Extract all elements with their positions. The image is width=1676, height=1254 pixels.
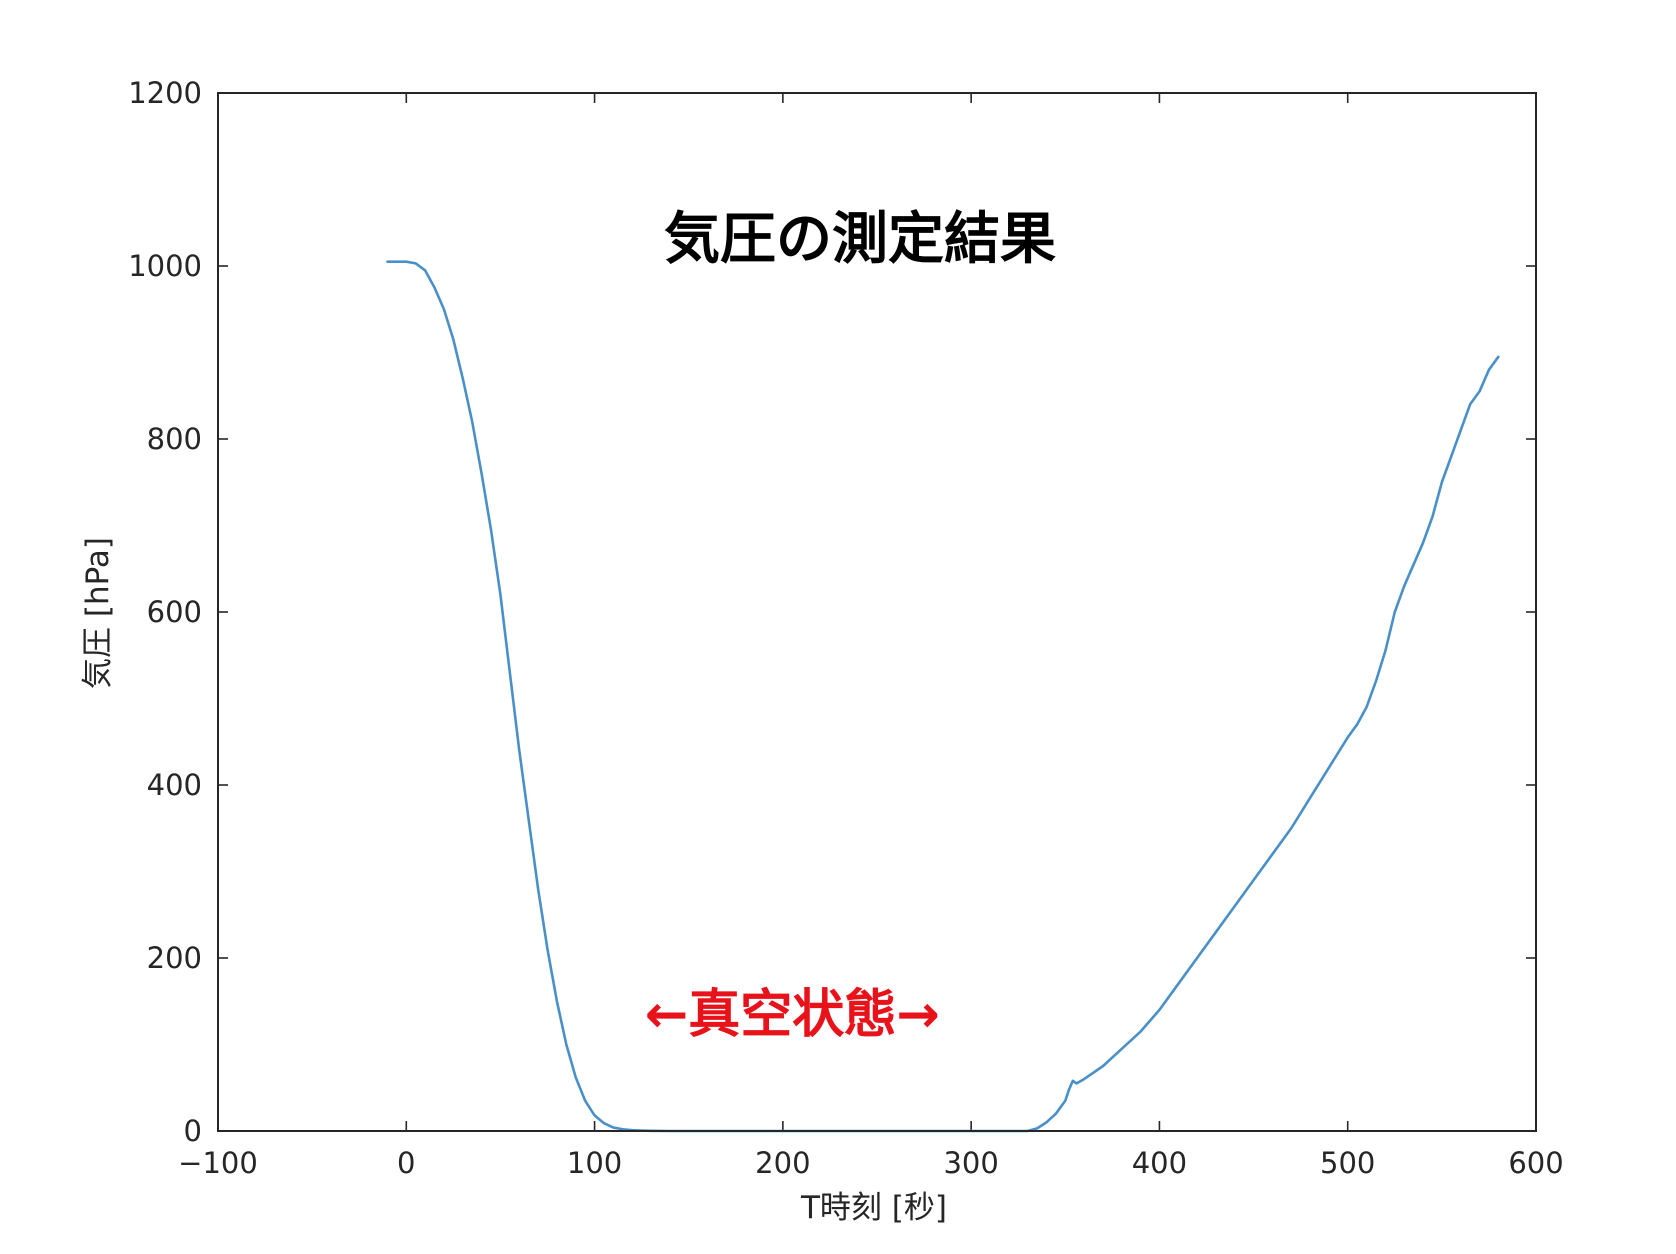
- x-tick-label: 400: [1132, 1146, 1187, 1180]
- y-tick-label: 1200: [128, 76, 202, 110]
- x-tick-label: 600: [1508, 1146, 1563, 1180]
- y-axis-label: 気圧 [hPa]: [80, 537, 116, 689]
- y-ticks: 0 200 400 600 800 1000 1200: [128, 76, 1536, 1148]
- y-tick-label: 200: [147, 941, 202, 975]
- y-tick-label: 1000: [128, 249, 202, 283]
- series-line-pressure: [386, 260, 1500, 1133]
- x-axis-label: T時刻 [秒]: [800, 1190, 947, 1226]
- x-tick-label: 100: [567, 1146, 622, 1180]
- x-tick-label: 200: [755, 1146, 810, 1180]
- y-tick-label: 600: [147, 595, 202, 629]
- plot-frame: [217, 92, 1537, 1132]
- x-ticks: −100 0 100 200 300 400 500 600: [178, 93, 1564, 1180]
- x-tick-label: −100: [178, 1146, 258, 1180]
- y-tick-label: 400: [147, 768, 202, 802]
- vacuum-annotation: ←真空状態→: [645, 985, 940, 1045]
- y-tick-label: 800: [147, 422, 202, 456]
- chart-title: 気圧の測定結果: [664, 207, 1056, 272]
- x-tick-label: 0: [397, 1146, 415, 1180]
- y-tick-label: 0: [184, 1114, 202, 1148]
- x-tick-label: 500: [1320, 1146, 1375, 1180]
- x-tick-label: 300: [943, 1146, 998, 1180]
